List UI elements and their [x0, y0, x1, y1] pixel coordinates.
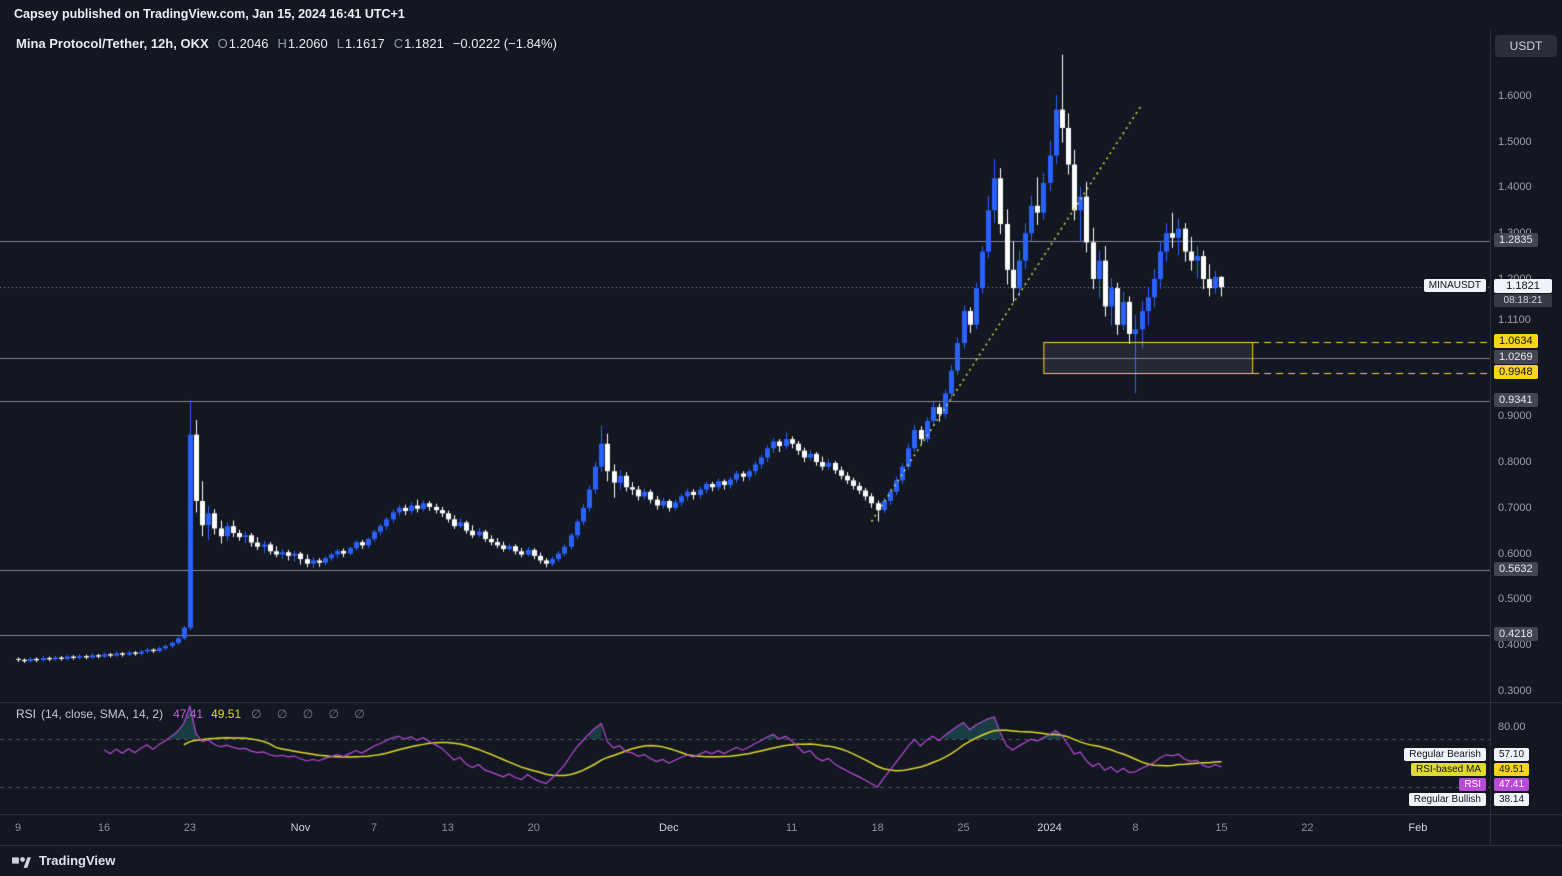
change-value: −0.0222 (−1.84%)	[452, 36, 557, 51]
ohlc-close-value: 1.1821	[404, 36, 444, 51]
time-tick-nov: Nov	[290, 822, 311, 834]
rsi-title[interactable]: RSI	[16, 707, 37, 721]
rsi-badge-value: 57.10	[1494, 748, 1530, 761]
time-tick-feb: Feb	[1408, 822, 1428, 834]
rsi-current-value: 47.41	[173, 707, 204, 721]
publish-bar: Capsey published on TradingView.com, Jan…	[0, 0, 1562, 30]
rsi-empty-markers: ∅ ∅ ∅ ∅ ∅	[251, 707, 371, 721]
footer-bar: TradingView	[12, 845, 115, 876]
time-tick-25: 25	[957, 822, 970, 834]
ohlc-open-label: O	[217, 36, 228, 51]
time-tick-13: 13	[441, 822, 454, 834]
time-tick-7: 7	[371, 822, 378, 834]
rsi-badge-value: 47.41	[1494, 778, 1530, 791]
price-tick: 1.4000	[1498, 181, 1532, 194]
price-axis[interactable]: 1.60001.50001.40001.30001.20001.11000.90…	[1490, 30, 1562, 815]
rsi-ma-current-value: 49.51	[211, 707, 242, 721]
tradingview-logo-icon[interactable]	[12, 852, 31, 869]
price-tick: 0.7000	[1498, 501, 1532, 514]
level-price-label: 0.5632	[1494, 562, 1538, 577]
price-axis-border	[1490, 30, 1491, 845]
ohlc-open-value: 1.2046	[228, 36, 269, 51]
time-tick-16: 16	[97, 822, 111, 834]
price-tick: 0.4000	[1498, 639, 1532, 652]
zone-price-label: 1.0634	[1494, 333, 1538, 348]
bar-countdown: 08:18:21	[1494, 294, 1552, 308]
time-tick-8: 8	[1132, 822, 1139, 834]
currency-toggle-button[interactable]: USDT	[1495, 35, 1557, 57]
publish-text: Capsey published on TradingView.com, Jan…	[14, 7, 405, 21]
level-price-label: 1.0269	[1494, 350, 1538, 365]
brand-name[interactable]: TradingView	[39, 853, 116, 868]
pane-separator[interactable]	[0, 702, 1562, 703]
time-tick-11: 11	[785, 822, 798, 834]
price-tick: 0.8000	[1498, 456, 1532, 469]
ohlc-close-label: C	[393, 36, 404, 51]
time-tick-dec: Dec	[659, 822, 679, 834]
price-tick: 0.6000	[1498, 547, 1532, 560]
rsi-header: RSI (14, close, SMA, 14, 2) 47.41 49.51 ∅ ∅ …	[16, 707, 371, 721]
price-tick: 1.5000	[1498, 135, 1532, 148]
symbol-header: Mina Protocol/Tether, 12h, OKX O1.2046 H1.…	[16, 36, 557, 51]
price-tick: 0.9000	[1498, 410, 1532, 423]
last-price-label: 1.1821	[1494, 279, 1552, 294]
rsi-params: (14, close, SMA, 14, 2)	[41, 707, 164, 721]
time-axis[interactable]: 9 16 23 Nov 7 13 20 Dec 11 18 25 2024 8 15 22 Feb	[0, 815, 1562, 845]
time-tick-20: 20	[527, 822, 540, 834]
time-axis-border	[0, 814, 1562, 815]
price-tick: 0.5000	[1498, 593, 1532, 606]
ohlc-low-label: L	[336, 36, 344, 51]
level-price-label: 1.2835	[1494, 232, 1538, 247]
price-tick: 0.3000	[1498, 684, 1532, 697]
ohlc-high-label: H	[277, 36, 287, 51]
rsi-scale-tick: 80.00	[1498, 721, 1526, 733]
time-tick-22: 22	[1301, 822, 1314, 834]
level-price-label: 0.4218	[1494, 627, 1538, 642]
time-tick-23: 23	[183, 822, 197, 834]
time-tick-9: 9	[14, 822, 22, 834]
ohlc-high-value: 1.2060	[287, 36, 328, 51]
footer-border	[0, 845, 1562, 846]
rsi-badge-value: 38.14	[1494, 793, 1530, 806]
time-tick-18: 18	[871, 822, 884, 834]
symbol-title[interactable]: Mina Protocol/Tether, 12h, OKX	[16, 36, 209, 51]
price-tick: 1.6000	[1498, 89, 1532, 102]
price-tick: 1.1100	[1498, 314, 1531, 327]
zone-price-label: 0.9948	[1494, 364, 1538, 379]
time-tick-15: 15	[1215, 822, 1228, 834]
level-price-label: 0.9341	[1494, 392, 1538, 407]
rsi-badge-value: 49.51	[1494, 763, 1530, 776]
ohlc-low-value: 1.1617	[344, 36, 385, 51]
time-tick-2024: 2024	[1037, 822, 1062, 834]
